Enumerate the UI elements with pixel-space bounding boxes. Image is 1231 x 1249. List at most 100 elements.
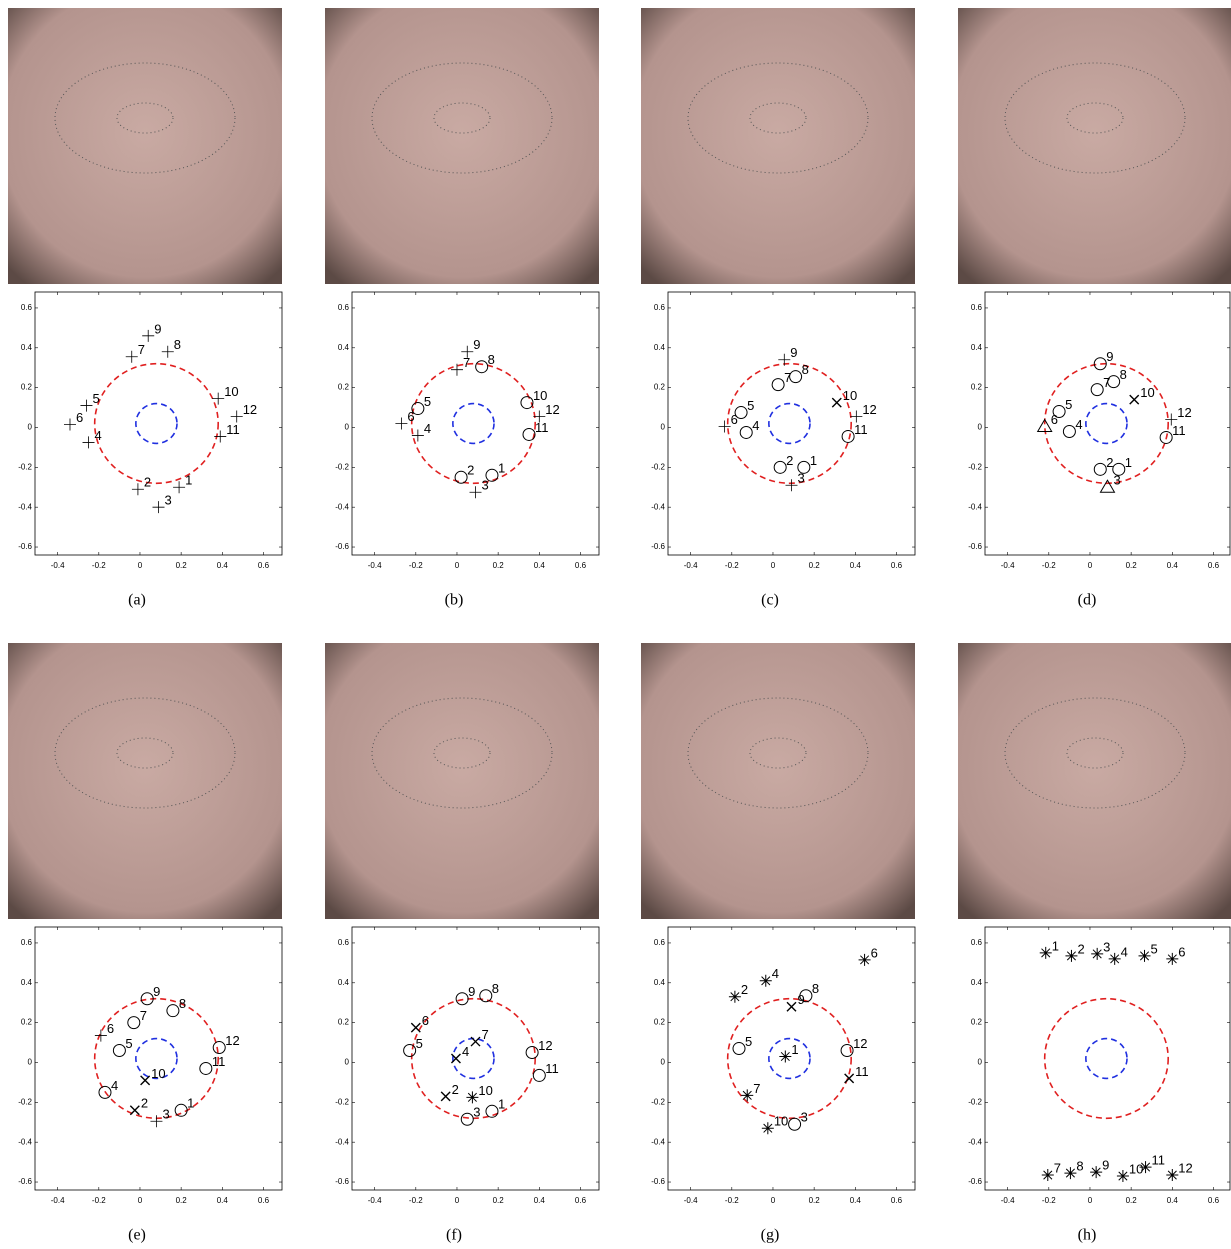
point-label: 4: [424, 421, 431, 436]
marker-star: [1065, 950, 1077, 962]
point-label: 6: [1178, 944, 1185, 959]
y-tick-label: 0.2: [971, 383, 983, 392]
marker-star: [762, 1122, 774, 1134]
y-tick-label: -0.6: [968, 542, 982, 551]
y-tick-label: 0: [978, 1058, 983, 1067]
point-label: 9: [798, 992, 805, 1007]
point-label: 1: [498, 1097, 505, 1112]
point-label: 9: [790, 345, 797, 360]
marker-star: [1090, 1166, 1102, 1178]
x-tick-label: 0.2: [176, 1196, 188, 1205]
x-tick-label: 0: [771, 561, 776, 570]
point-label: 8: [179, 996, 186, 1011]
marker-star: [1117, 1170, 1129, 1182]
panels: -0.4 -0.2 0 0.2 0.4 0.6 -0.6 -0.4 -0.2 0 0.2 0.4 0.6…: [8, 8, 1231, 1244]
point-label: 10: [478, 1083, 492, 1098]
photo: [8, 8, 282, 284]
point-label: 2: [786, 453, 793, 468]
y-tick-label: 0.2: [338, 1018, 350, 1027]
x-tick-label: -0.2: [725, 1196, 739, 1205]
x-tick-label: 0.4: [534, 561, 546, 570]
plot-frame: [352, 927, 599, 1190]
point-label: 9: [473, 337, 480, 352]
x-tick-label: -0.2: [92, 561, 106, 570]
point-label: 12: [853, 1036, 867, 1051]
point-label: 6: [1051, 412, 1058, 427]
y-tick-label: 0: [28, 423, 33, 432]
y-tick-label: -0.2: [968, 1097, 982, 1106]
caption: (a): [128, 592, 146, 609]
point-label: 11: [212, 1054, 226, 1069]
x-tick-label: -0.2: [409, 1196, 423, 1205]
plot-frame: [668, 927, 915, 1190]
point-label: 1: [791, 1042, 798, 1057]
y-tick-label: -0.2: [18, 1097, 32, 1106]
y-tick-label: 0.6: [21, 938, 33, 947]
x-tick-label: -0.4: [684, 1196, 698, 1205]
photo: [8, 643, 282, 919]
point-label: 4: [1121, 944, 1128, 959]
caption: (f): [446, 1227, 462, 1244]
x-tick-label: -0.4: [368, 561, 382, 570]
point-label: 7: [140, 1008, 147, 1023]
figure: -0.4 -0.2 0 0.2 0.4 0.6 -0.6 -0.4 -0.2 0 0.2 0.4 0.6…: [0, 0, 1231, 1249]
x-tick-label: -0.4: [51, 561, 65, 570]
caption: (b): [445, 592, 464, 609]
point-label: 8: [802, 362, 809, 377]
marker-star: [1109, 953, 1121, 965]
point-label: 7: [1054, 1160, 1061, 1175]
point-label: 11: [1152, 1153, 1166, 1168]
point-label: 8: [812, 981, 819, 996]
y-tick-label: -0.4: [968, 1137, 982, 1146]
x-tick-label: 0: [771, 1196, 776, 1205]
x-tick-label: 0.4: [217, 1196, 229, 1205]
x-tick-label: 0.6: [1208, 561, 1220, 570]
point-label: 2: [1106, 455, 1113, 470]
point-label: 8: [174, 337, 181, 352]
photo: [325, 8, 599, 284]
x-tick-label: 0.2: [1126, 1196, 1138, 1205]
y-tick-label: 0.2: [971, 1018, 983, 1027]
point-label: 8: [1120, 367, 1127, 382]
x-tick-label: 0: [455, 1196, 460, 1205]
point-label: 4: [1075, 417, 1082, 432]
marker-star: [1140, 1161, 1152, 1173]
y-tick-label: 0: [345, 1058, 350, 1067]
point-label: 11: [545, 1061, 559, 1076]
plot-frame: [668, 292, 915, 555]
point-label: 10: [1129, 1161, 1143, 1176]
marker-star: [1064, 1167, 1076, 1179]
plot-frame: [985, 292, 1230, 555]
point-label: 1: [185, 473, 192, 488]
y-tick-label: 0.4: [971, 978, 983, 987]
point-label: 10: [151, 1066, 165, 1081]
point-label: 9: [153, 984, 160, 999]
plot-frame: [35, 927, 282, 1190]
y-tick-label: 0.4: [338, 343, 350, 352]
point-label: 3: [482, 478, 489, 493]
y-tick-label: -0.4: [651, 502, 665, 511]
point-label: 11: [1172, 423, 1186, 438]
point-label: 2: [741, 982, 748, 997]
x-tick-label: 0.4: [850, 1196, 862, 1205]
point-label: 1: [1125, 455, 1132, 470]
point-label: 10: [774, 1114, 788, 1129]
y-tick-label: 0.6: [338, 938, 350, 947]
point-label: 12: [243, 402, 257, 417]
photo: [325, 643, 599, 919]
point-label: 8: [488, 352, 495, 367]
point-label: 11: [535, 420, 549, 435]
x-tick-label: -0.4: [1001, 1196, 1015, 1205]
point-label: 10: [224, 384, 238, 399]
point-label: 1: [1052, 938, 1059, 953]
point-label: 7: [784, 370, 791, 385]
point-label: 6: [76, 410, 83, 425]
point-label: 7: [482, 1027, 489, 1042]
point-label: 5: [745, 1034, 752, 1049]
photo: [958, 8, 1231, 284]
y-tick-label: 0.6: [654, 938, 666, 947]
point-label: 6: [422, 1013, 429, 1028]
y-tick-label: -0.6: [651, 1177, 665, 1186]
x-tick-label: -0.2: [92, 1196, 106, 1205]
x-tick-label: 0.4: [850, 561, 862, 570]
